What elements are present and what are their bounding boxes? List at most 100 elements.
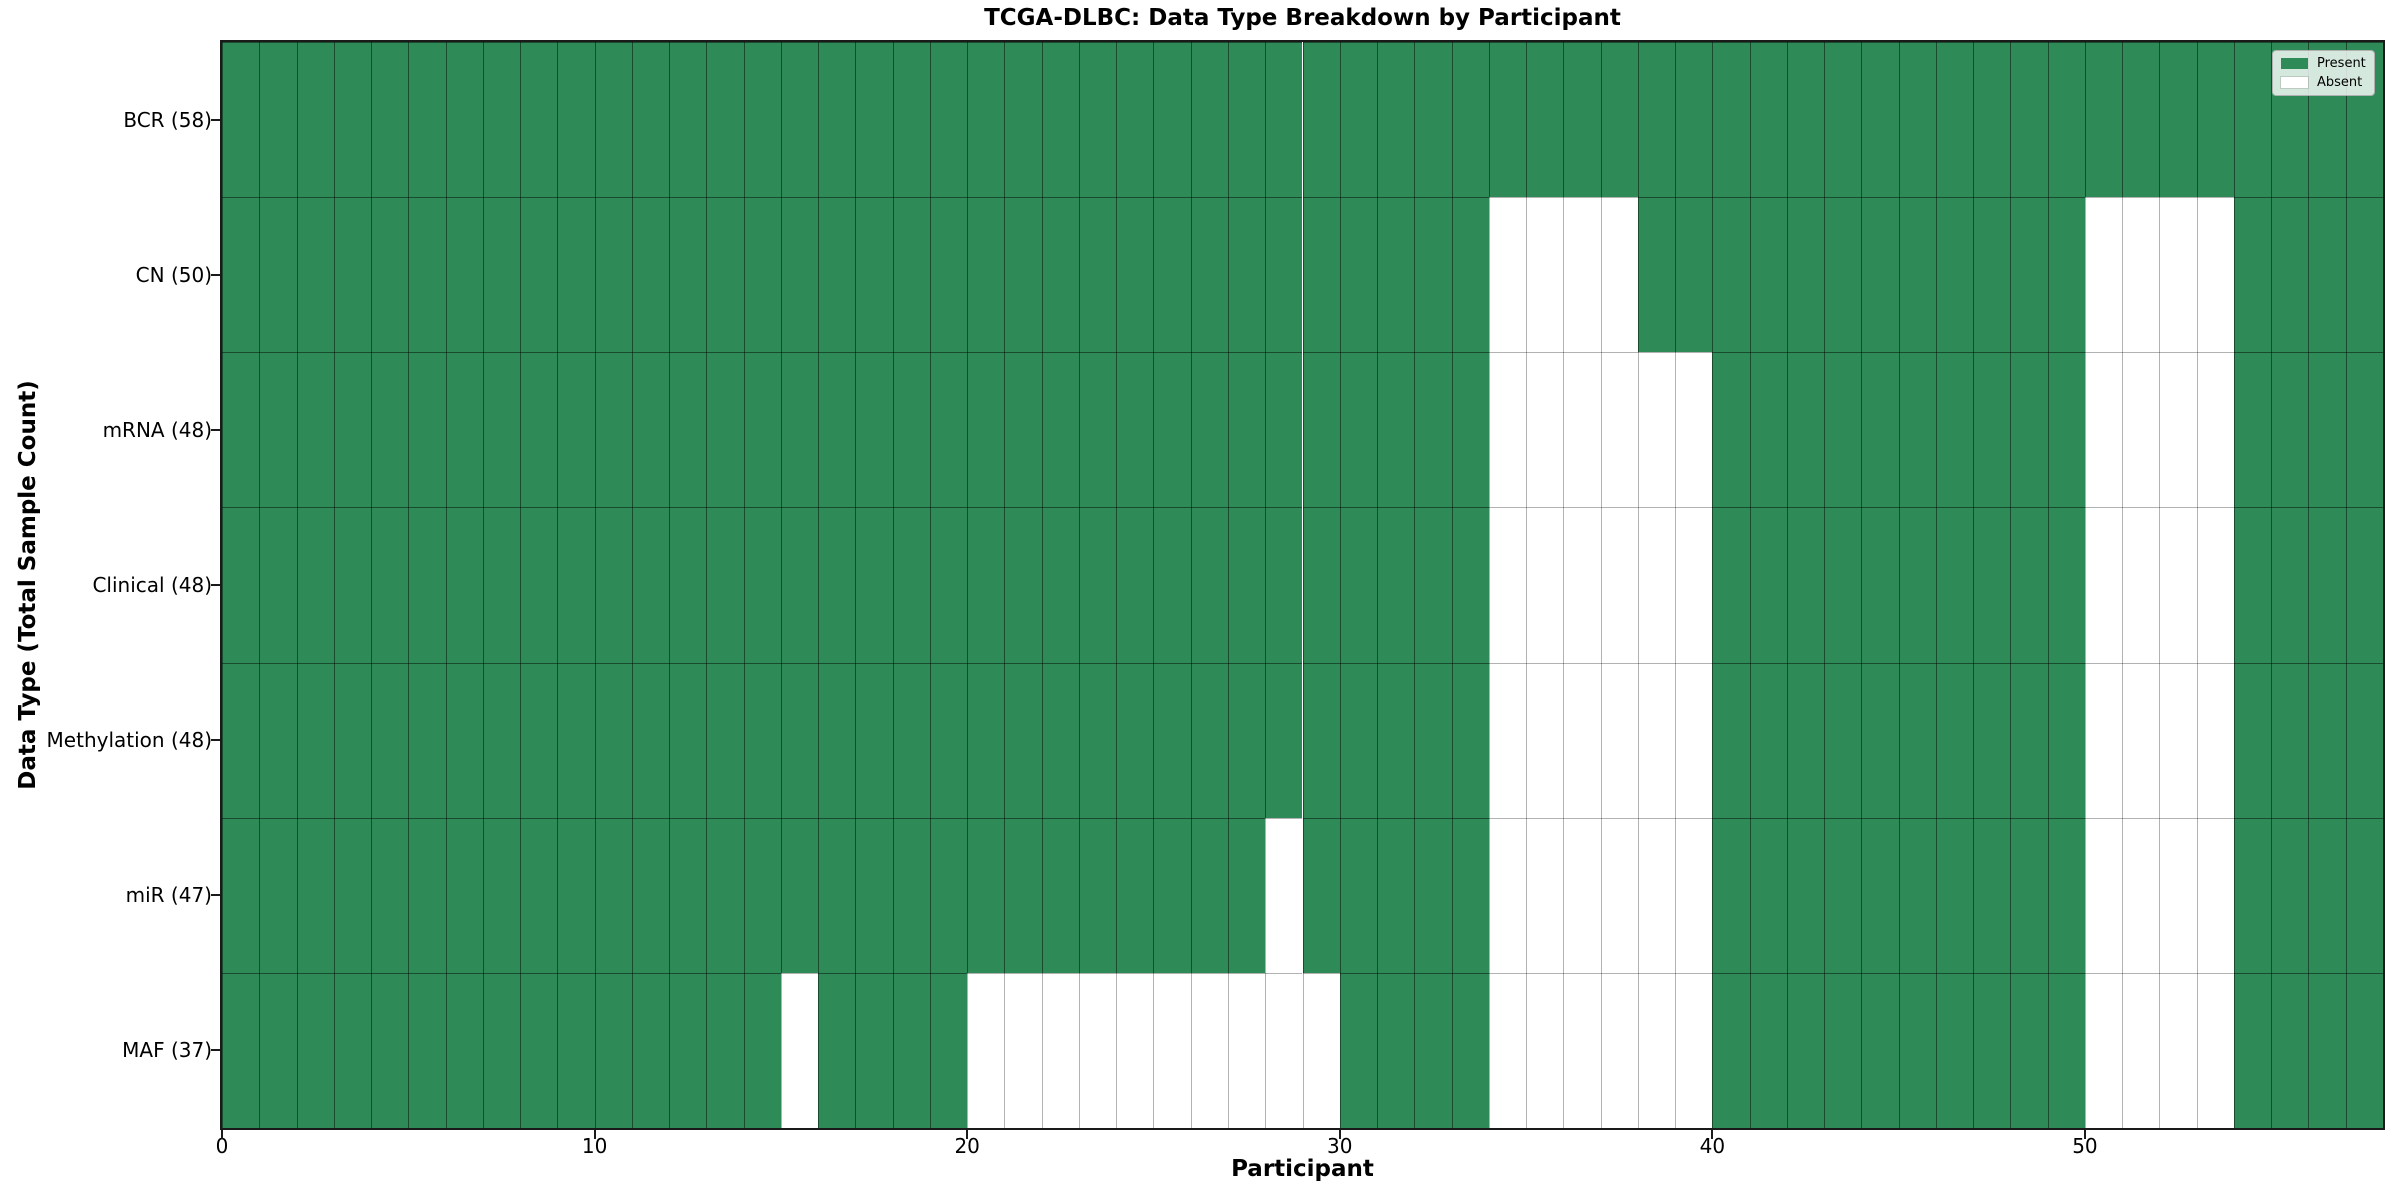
heatmap-cell — [1451, 352, 1489, 508]
heatmap-cell — [1935, 352, 1974, 508]
heatmap-cell — [2047, 352, 2085, 508]
heatmap-cell — [818, 197, 856, 353]
heatmap-cell — [2122, 197, 2160, 353]
heatmap-cell — [1004, 42, 1042, 198]
heatmap-cell — [1265, 972, 1303, 1128]
heatmap-cell — [706, 352, 744, 508]
heatmap-cell — [259, 972, 297, 1128]
heatmap-cell — [669, 42, 707, 198]
heatmap-cell — [557, 972, 595, 1128]
heatmap-cell — [818, 352, 856, 508]
heatmap-cell — [892, 817, 930, 973]
heatmap-cell — [222, 352, 260, 508]
heatmap-cell — [2122, 507, 2160, 663]
heatmap-cell — [2271, 972, 2309, 1128]
y-tick-label: mRNA (48) — [102, 417, 212, 442]
heatmap-cell — [1153, 352, 1191, 508]
heatmap-cell — [2308, 817, 2346, 973]
heatmap-cell — [408, 817, 446, 973]
heatmap-cell — [2159, 817, 2197, 973]
heatmap-cell — [2084, 662, 2123, 818]
heatmap-cell — [1041, 662, 1079, 818]
heatmap-cell — [2084, 42, 2123, 198]
heatmap-cell — [1227, 817, 1266, 973]
heatmap-cell — [818, 662, 856, 818]
heatmap-cell — [1265, 42, 1303, 198]
legend-item-present: Present — [2281, 56, 2366, 71]
heatmap-cell — [2010, 42, 2048, 198]
heatmap-cell — [929, 352, 968, 508]
y-tick-mark — [211, 894, 220, 897]
y-tick-mark — [211, 584, 220, 586]
y-tick-mark — [211, 1049, 220, 1052]
heatmap-cell — [1488, 817, 1527, 973]
heatmap-cell — [2010, 352, 2048, 508]
heatmap-cell — [333, 507, 372, 663]
heatmap-cell — [1078, 817, 1117, 973]
heatmap-cell — [818, 817, 856, 973]
heatmap-cell — [1377, 507, 1415, 663]
heatmap-cell — [1935, 817, 1974, 973]
heatmap-cell — [1377, 662, 1415, 818]
heatmap-cell — [967, 352, 1005, 508]
heatmap-cell — [1078, 352, 1117, 508]
heatmap-cell — [2159, 42, 2197, 198]
heatmap-cell — [2047, 972, 2085, 1128]
heatmap-cell — [1749, 662, 1787, 818]
heatmap-cell — [557, 817, 595, 973]
heatmap-cell — [1227, 42, 1266, 198]
heatmap-cell — [222, 42, 260, 198]
heatmap-cell — [482, 817, 521, 973]
heatmap-cell — [594, 507, 632, 663]
heatmap-cell — [1786, 817, 1825, 973]
heatmap-cell — [2308, 972, 2346, 1128]
heatmap-cell — [1600, 197, 1638, 353]
heatmap-cell — [1190, 42, 1228, 198]
heatmap-cell — [1824, 507, 1862, 663]
heatmap-cell — [2122, 42, 2160, 198]
heatmap-cell — [1973, 507, 2011, 663]
heatmap-cell — [855, 197, 893, 353]
heatmap-cell — [631, 817, 670, 973]
heatmap-cell — [706, 197, 744, 353]
heatmap-cell — [1786, 507, 1825, 663]
heatmap-cell — [2010, 817, 2048, 973]
heatmap-cell — [929, 662, 968, 818]
heatmap-cell — [222, 662, 260, 818]
heatmap-cell — [1078, 197, 1117, 353]
heatmap-cell — [333, 972, 372, 1128]
heatmap-cell — [1675, 817, 1713, 973]
heatmap-cell — [1004, 352, 1042, 508]
heatmap-cell — [1041, 507, 1079, 663]
heatmap-cell — [259, 197, 297, 353]
heatmap-cell — [1190, 352, 1228, 508]
heatmap-cell — [706, 507, 744, 663]
heatmap-cell — [743, 42, 781, 198]
heatmap-cell — [1526, 662, 1564, 818]
heatmap-cell — [445, 352, 483, 508]
heatmap-cell — [1265, 352, 1303, 508]
heatmap-cell — [520, 42, 558, 198]
heatmap-cell — [2345, 197, 2383, 353]
heatmap-cell — [296, 507, 334, 663]
heatmap-cell — [2345, 507, 2383, 663]
heatmap-cell — [2196, 352, 2234, 508]
heatmap-cell — [1637, 352, 1676, 508]
heatmap-cell — [967, 197, 1005, 353]
heatmap-cell — [594, 972, 632, 1128]
heatmap-cell — [855, 662, 893, 818]
y-axis-label: Data Type (Total Sample Count) — [15, 380, 41, 790]
heatmap-cell — [2084, 352, 2123, 508]
heatmap-cell — [855, 42, 893, 198]
heatmap-cell — [296, 197, 334, 353]
heatmap-cell — [2010, 507, 2048, 663]
heatmap-cell — [1675, 42, 1713, 198]
heatmap-cell — [631, 662, 670, 818]
x-tick-label: 0 — [215, 1134, 229, 1158]
heatmap-cell — [818, 972, 856, 1128]
heatmap-cell — [1078, 42, 1117, 198]
heatmap-cell — [445, 662, 483, 818]
heatmap-cell — [1153, 507, 1191, 663]
heatmap-cell — [631, 507, 670, 663]
